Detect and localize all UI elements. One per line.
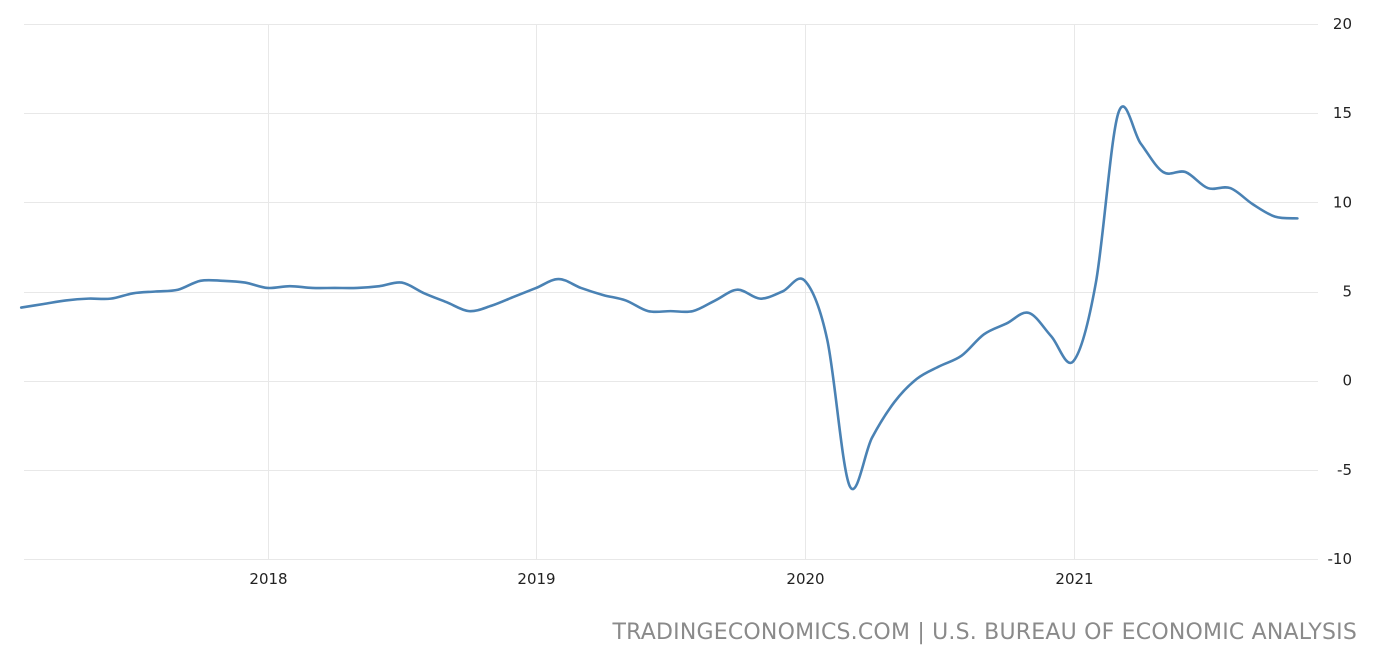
data-point: 2018-03: 5.2 xyxy=(310,286,314,290)
data-point: 2018-12: 4.7 xyxy=(512,295,516,299)
data-point: 2020-10: 3.2 xyxy=(1004,322,1008,326)
data-point: 2017-11: 5.6 xyxy=(221,279,225,283)
y-tick-label: 10 xyxy=(1333,193,1352,211)
data-point: 2019-07: 3.9 xyxy=(669,309,673,313)
y-axis: 20 15 10 5 0 -5 -10 xyxy=(1328,15,1353,568)
data-point: 2021-09: 9.9 xyxy=(1251,202,1255,206)
data-point: 2019-01: 5.2 xyxy=(534,286,538,290)
data-point: 2018-04: 5.2 xyxy=(333,286,337,290)
y-tick-label: 5 xyxy=(1342,283,1352,301)
data-point: 2021-11: 9.1 xyxy=(1295,216,1299,220)
data-point: 2021-08: 10.8 xyxy=(1228,186,1232,190)
data-point: 2019-08: 3.9 xyxy=(691,309,695,313)
data-point: 2017-07: 4.9 xyxy=(131,291,135,295)
x-tick-label: 2021 xyxy=(1055,570,1093,588)
data-point: 2019-06: 3.9 xyxy=(646,309,650,313)
data-point: 2018-06: 5.3 xyxy=(377,284,381,288)
data-point: 2017-08: 5 xyxy=(154,290,158,294)
data-point: 2021-01: 1.1 xyxy=(1072,359,1076,363)
y-tick-label: 15 xyxy=(1333,104,1352,122)
data-point: 2021-02: 5.5 xyxy=(1094,281,1098,285)
data-point: 2017-06: 4.6 xyxy=(109,297,113,301)
data-point: 2018-09: 4.4 xyxy=(445,300,449,304)
x-axis: 2018 2019 2020 2021 xyxy=(249,570,1093,588)
data-point: 2019-04: 4.8 xyxy=(601,293,605,297)
data-point: 2020-08: 1.4 xyxy=(960,354,964,358)
data-point: 2021-07: 10.8 xyxy=(1206,186,1210,190)
data-point: 2018-01: 5.2 xyxy=(266,286,270,290)
data-point: 2020-07: 0.8 xyxy=(937,364,941,368)
x-tick-label: 2019 xyxy=(517,570,555,588)
series-layer: 2017-02: 4.1 2017-03: 4.3 2017-04: 4.5 2017… xyxy=(19,105,1299,491)
data-point: 2018-02: 5.3 xyxy=(288,284,292,288)
data-point: 2018-11: 4.2 xyxy=(489,304,493,308)
data-point: 2019-09: 4.5 xyxy=(713,298,717,302)
grid xyxy=(24,24,1318,560)
data-point: 2019-10: 5.1 xyxy=(736,288,740,292)
data-point: 2017-03: 4.3 xyxy=(42,302,46,306)
source-credit: TRADINGECONOMICS.COM | U.S. BUREAU OF EC… xyxy=(612,620,1357,645)
x-tick-label: 2020 xyxy=(786,570,824,588)
data-point: 2019-02: 5.7 xyxy=(557,277,561,281)
data-point: 2017-02: 4.1 xyxy=(19,306,23,310)
data-point: 2018-07: 5.5 xyxy=(400,281,404,285)
data-point: 2018-05: 5.2 xyxy=(355,286,359,290)
data-point: 2020-02: 2.3 xyxy=(825,338,829,342)
data-point: 2021-06: 11.7 xyxy=(1183,170,1187,174)
data-point: 2020-04: -3.2 xyxy=(870,436,874,440)
data-point: 2020-09: 2.6 xyxy=(982,332,986,336)
data-point: 2017-12: 5.5 xyxy=(243,281,247,285)
data-point: 2020-01: 5.6 xyxy=(803,279,807,283)
data-point: 2021-05: 11.7 xyxy=(1161,170,1165,174)
data-point: 2020-12: 2.5 xyxy=(1049,334,1053,338)
data-point: 2019-12: 5 xyxy=(780,290,784,294)
data-point: 2021-03: 15 xyxy=(1116,111,1120,115)
data-points: 2017-02: 4.1 2017-03: 4.3 2017-04: 4.5 2017… xyxy=(19,111,1299,488)
data-point: 2017-05: 4.6 xyxy=(86,297,90,301)
y-tick-label: -5 xyxy=(1337,461,1352,479)
x-tick-label: 2018 xyxy=(249,570,287,588)
data-point: 2018-10: 3.9 xyxy=(467,309,471,313)
data-point: 2020-11: 3.8 xyxy=(1027,311,1031,315)
data-point: 2019-11: 4.6 xyxy=(758,297,762,301)
data-point: 2018-08: 4.9 xyxy=(422,291,426,295)
data-point: 2020-06: 0.1 xyxy=(915,377,919,381)
y-tick-label: 20 xyxy=(1333,15,1352,33)
y-tick-label: 0 xyxy=(1342,372,1352,390)
data-point: 2017-10: 5.6 xyxy=(198,279,202,283)
data-point: 2020-05: -1.2 xyxy=(892,400,896,404)
series-line xyxy=(19,105,1299,491)
data-point: 2021-04: 13.3 xyxy=(1139,141,1143,145)
data-point: 2021-10: 9.2 xyxy=(1273,215,1277,219)
data-point: 2020-03: -5.9 xyxy=(848,484,852,488)
data-point: 2019-05: 4.5 xyxy=(624,298,628,302)
data-point: 2017-09: 5.1 xyxy=(176,288,180,292)
data-point: 2019-03: 5.2 xyxy=(579,286,583,290)
data-point: 2017-04: 4.5 xyxy=(64,298,68,302)
y-tick-label: -10 xyxy=(1328,550,1353,568)
